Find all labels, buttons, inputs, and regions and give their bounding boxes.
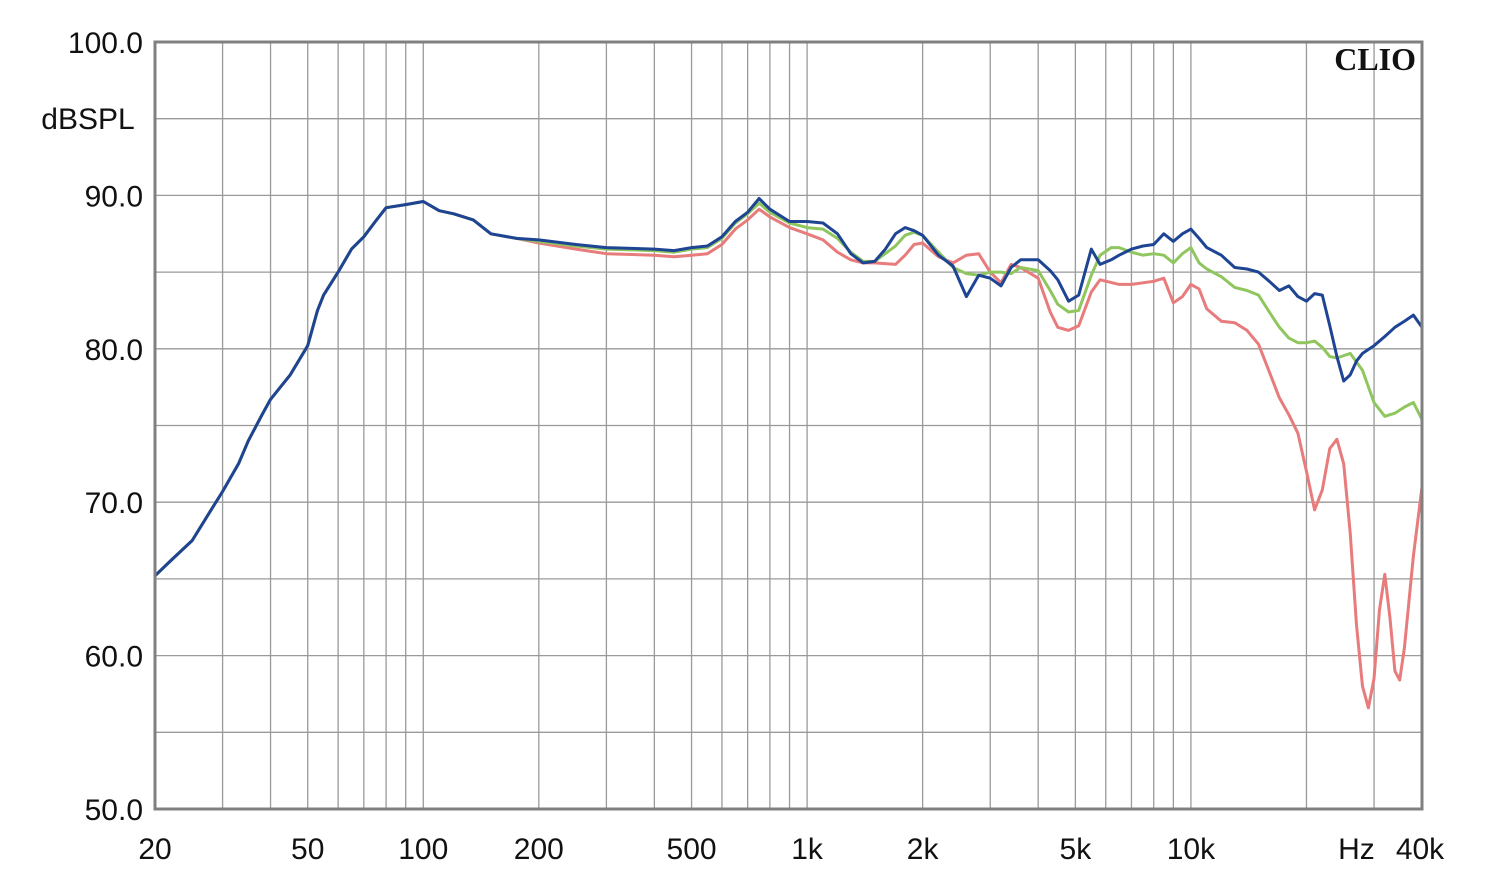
series-lines — [153, 197, 1424, 710]
y-tick-label: 60.0 — [85, 641, 143, 674]
x-tick-label: 20 — [138, 833, 171, 866]
x-tick-label: 1k — [791, 833, 824, 866]
y-tick-label: 100.0 — [68, 27, 143, 60]
x-tick-label: 100 — [398, 833, 448, 866]
y-axis-label: dBSPL — [41, 103, 134, 136]
y-tick-label: 50.0 — [85, 794, 143, 827]
series-line-1 — [153, 200, 1424, 710]
x-tick-label: 500 — [667, 833, 717, 866]
x-tick-label: 50 — [291, 833, 324, 866]
y-tick-label: 70.0 — [85, 487, 143, 520]
grid — [154, 41, 1423, 810]
x-tick-label: 5k — [1060, 833, 1093, 866]
series-line-3 — [153, 197, 1424, 578]
x-unit-label: Hz — [1338, 833, 1375, 866]
x-tick-label: 200 — [514, 833, 564, 866]
y-tick-label: 80.0 — [85, 334, 143, 367]
y-axis-ticks: 100.0 90.0 80.0 70.0 60.0 50.0 — [68, 27, 143, 827]
x-tick-label: 10k — [1167, 833, 1216, 866]
x-tick-label: 2k — [907, 833, 940, 866]
x-tick-label: 40k — [1396, 833, 1445, 866]
x-axis-ticks: 20 50 100 200 500 1k 2k 5k 10k 40k Hz — [138, 833, 1445, 866]
brand-logo-text: CLIO — [1334, 41, 1416, 77]
y-tick-label: 90.0 — [85, 180, 143, 213]
plot-frame — [153, 40, 1424, 811]
